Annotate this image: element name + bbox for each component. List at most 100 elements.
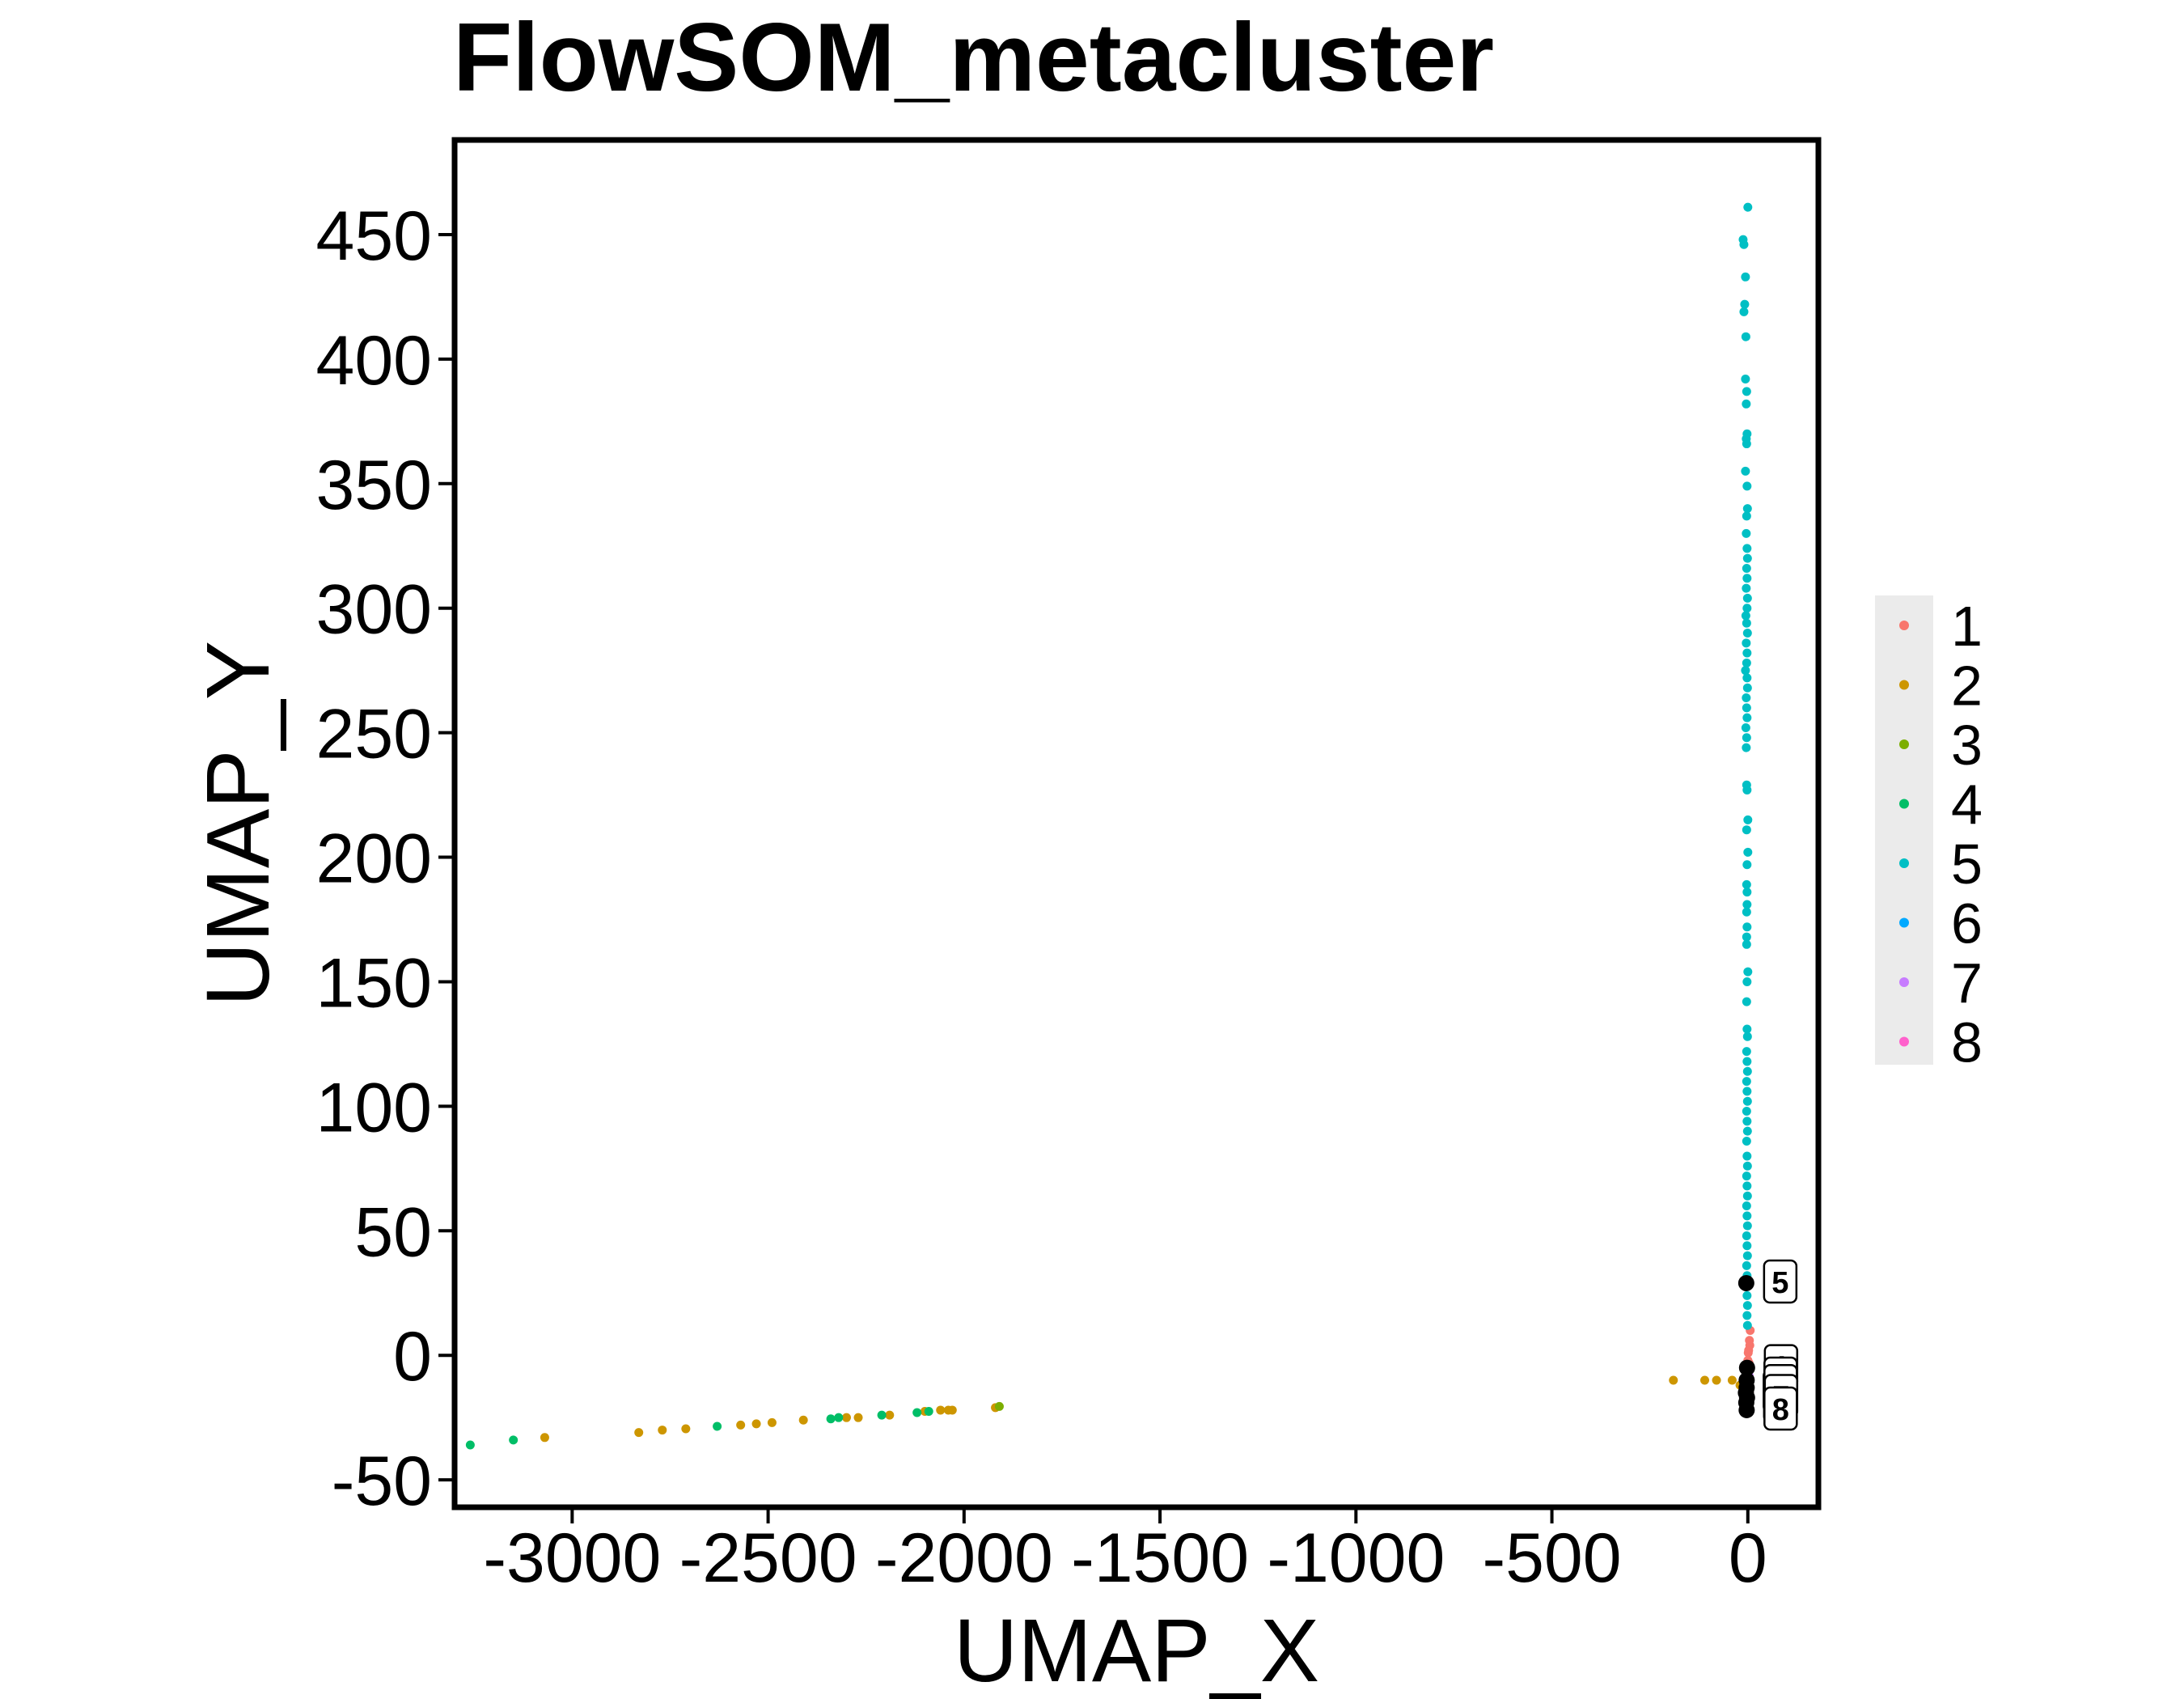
data-point-cluster-5	[1741, 722, 1750, 732]
data-point-cluster-5	[1741, 466, 1750, 476]
data-point-cluster-5	[1742, 1241, 1752, 1251]
data-point-cluster-5	[1741, 332, 1750, 341]
data-point-cluster-2	[634, 1428, 644, 1438]
data-point-cluster-5	[1742, 693, 1751, 703]
data-point-cluster-5	[1742, 504, 1752, 514]
data-point-cluster-5	[1742, 1172, 1751, 1181]
data-point-cluster-4	[826, 1414, 836, 1424]
data-point-cluster-5	[1742, 1087, 1752, 1096]
data-point-cluster-4	[834, 1413, 844, 1422]
data-point-cluster-5	[1742, 1260, 1751, 1270]
data-point-cluster-5	[1742, 1116, 1752, 1126]
data-point-cluster-5	[1742, 511, 1751, 521]
data-point-cluster-5	[1742, 939, 1751, 949]
legend-key-2	[1899, 680, 1909, 690]
data-point-cluster-4	[912, 1408, 922, 1417]
data-point-cluster-5	[1742, 1181, 1752, 1191]
y-tick-label: 400	[316, 322, 433, 400]
x-tick-label: -500	[1482, 1519, 1621, 1597]
data-point-cluster-2	[751, 1419, 761, 1429]
cluster-centroid-1	[1738, 1359, 1755, 1376]
data-point-cluster-5	[1742, 785, 1752, 794]
data-point-cluster-5	[1742, 1126, 1752, 1136]
data-point-cluster-5	[1742, 574, 1752, 583]
data-point-cluster-5	[1742, 922, 1752, 932]
data-point-cluster-5	[1742, 1057, 1752, 1066]
y-tick-label: 150	[316, 944, 433, 1022]
data-point-cluster-2	[798, 1415, 808, 1425]
data-point-cluster-2	[936, 1405, 946, 1415]
data-point-cluster-5	[1742, 1151, 1752, 1161]
data-point-cluster-2	[885, 1410, 895, 1420]
data-point-cluster-5	[1742, 860, 1752, 870]
data-point-cluster-2	[767, 1417, 777, 1427]
data-point-cluster-5	[1742, 439, 1751, 449]
legend-label-7: 7	[1951, 951, 1983, 1015]
legend-label-2: 2	[1951, 655, 1983, 718]
data-point-cluster-5	[1740, 299, 1750, 309]
cluster-centroid-8	[1738, 1401, 1755, 1418]
data-point-cluster-3	[994, 1401, 1004, 1411]
x-tick-label: -1000	[1267, 1519, 1445, 1597]
data-point-cluster-2	[947, 1405, 957, 1415]
data-point-cluster-5	[1743, 847, 1753, 857]
y-tick-label: 50	[354, 1193, 432, 1271]
cluster-centroid-7	[1738, 1389, 1755, 1406]
cluster-label-box-8	[1763, 1386, 1798, 1431]
data-point-cluster-5	[1742, 593, 1752, 603]
y-tick-label: 300	[316, 571, 433, 649]
data-point-cluster-5	[1742, 1107, 1751, 1116]
x-tick-label: 0	[1729, 1519, 1767, 1597]
data-point-cluster-5	[1742, 528, 1751, 538]
plot-panel-border	[451, 137, 1822, 1510]
data-point-cluster-4	[877, 1410, 887, 1420]
data-point-cluster-5	[1742, 673, 1752, 683]
data-point-cluster-2	[1727, 1375, 1737, 1385]
data-point-cluster-5	[1742, 629, 1752, 638]
data-point-cluster-5	[1742, 879, 1751, 889]
data-point-cluster-5	[1742, 1320, 1752, 1330]
data-point-cluster-5	[1743, 815, 1753, 824]
data-point-cluster-5	[1743, 967, 1753, 977]
legend-key-5	[1899, 858, 1909, 868]
data-point-cluster-5	[1741, 666, 1750, 676]
cluster-label-box-5	[1763, 1259, 1798, 1304]
data-point-cluster-5	[1742, 977, 1752, 986]
data-point-cluster-2	[853, 1413, 863, 1422]
x-tick-label: -3000	[483, 1519, 661, 1597]
data-point-cluster-5	[1742, 932, 1751, 942]
data-point-cluster-2	[1669, 1375, 1678, 1385]
data-point-cluster-5	[1739, 239, 1749, 249]
data-point-cluster-5	[1742, 1032, 1752, 1041]
y-tick-label: 250	[316, 696, 433, 773]
legend-label-4: 4	[1951, 773, 1983, 837]
legend-label-1: 1	[1951, 595, 1983, 658]
data-point-cluster-5	[1742, 1221, 1752, 1231]
data-point-cluster-5	[1742, 683, 1752, 693]
legend-label-6: 6	[1951, 892, 1983, 955]
data-point-cluster-5	[1742, 387, 1751, 396]
data-point-cluster-5	[1742, 563, 1751, 573]
data-point-cluster-4	[465, 1440, 475, 1450]
data-point-cluster-5	[1742, 1024, 1752, 1034]
data-point-cluster-4	[509, 1435, 518, 1445]
data-point-cluster-5	[1739, 307, 1749, 316]
legend-label-3: 3	[1951, 714, 1983, 777]
data-point-cluster-5	[1741, 272, 1750, 282]
legend-key-6	[1899, 917, 1909, 928]
legend-key-1	[1899, 621, 1909, 630]
legend-key-background	[1875, 595, 1933, 1065]
data-point-cluster-5	[1741, 375, 1750, 384]
data-point-cluster-5	[1742, 1231, 1751, 1240]
data-point-cluster-5	[1742, 703, 1751, 713]
data-point-cluster-5	[1743, 202, 1753, 212]
data-point-cluster-2	[658, 1426, 667, 1435]
data-point-cluster-5	[1742, 1077, 1751, 1087]
data-point-cluster-1	[1745, 1341, 1754, 1350]
data-point-cluster-5	[1742, 648, 1752, 658]
y-axis-title: UMAP_Y	[188, 641, 288, 1006]
axes: -3000 -2500 -2000 -1500 -1000 -500 0-500501001…	[316, 197, 1767, 1597]
data-point-cluster-1	[1743, 1348, 1753, 1358]
